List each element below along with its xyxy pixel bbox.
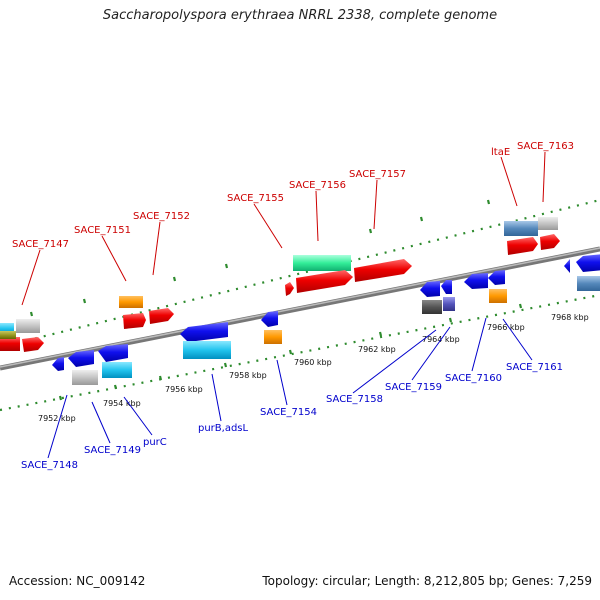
gene-block bbox=[293, 255, 351, 271]
gene-arrow bbox=[441, 280, 452, 294]
gene-label: SACE_7152 bbox=[133, 211, 190, 222]
gene-arrow bbox=[22, 337, 44, 352]
gene-arrow bbox=[149, 308, 174, 324]
gene-arrow bbox=[354, 259, 412, 282]
gene-block bbox=[443, 297, 455, 311]
inner-major-ticks bbox=[58, 303, 523, 401]
gene-label: SACE_7156 bbox=[289, 180, 346, 191]
outer-tick-track bbox=[0, 198, 600, 349]
forward-genes bbox=[0, 217, 560, 352]
tick-label: 7956 kbp bbox=[165, 385, 203, 394]
gene-label: SACE_7158 bbox=[326, 394, 383, 405]
outer-major-ticks bbox=[29, 199, 491, 317]
tick-label: 7968 kbp bbox=[551, 313, 589, 322]
gene-label: SACE_7157 bbox=[349, 169, 406, 180]
gene-label: SACE_7155 bbox=[227, 193, 284, 204]
gene-label: SACE_7154 bbox=[260, 407, 317, 418]
gene-arrow bbox=[285, 282, 294, 296]
gene-arrow bbox=[180, 322, 228, 342]
gene-label: SACE_7151 bbox=[74, 225, 131, 236]
reverse-gene-labels: SACE_7148 SACE_7149 purC purB,adsL SACE_… bbox=[21, 362, 563, 471]
gene-arrow bbox=[488, 270, 505, 285]
gene-label: SACE_7147 bbox=[12, 239, 69, 250]
gene-arrow bbox=[464, 273, 488, 289]
gene-block bbox=[489, 289, 507, 303]
map-title: Saccharopolyspora erythraea NRRL 2338, c… bbox=[102, 8, 498, 23]
gene-arrow bbox=[576, 254, 600, 272]
gene-label: SACE_7163 bbox=[517, 141, 574, 152]
tick-label: 7960 kbp bbox=[294, 358, 332, 367]
tick-label: 7962 kbp bbox=[358, 345, 396, 354]
tick-label: 7966 kbp bbox=[487, 323, 525, 332]
gene-block bbox=[0, 323, 14, 334]
genome-backbone bbox=[0, 246, 600, 371]
reverse-leaders bbox=[47, 317, 533, 459]
gene-arrow bbox=[98, 344, 128, 362]
reverse-genes bbox=[52, 254, 600, 385]
gene-block bbox=[538, 217, 558, 230]
gene-block bbox=[102, 362, 132, 378]
gene-block bbox=[72, 370, 98, 385]
gene-label: SACE_7160 bbox=[445, 373, 502, 384]
gene-arrow bbox=[540, 234, 560, 250]
gene-label: purB,adsL bbox=[198, 423, 249, 434]
gene-arrow bbox=[68, 350, 94, 367]
gene-block bbox=[0, 337, 20, 351]
gene-arrow bbox=[420, 281, 440, 297]
gene-block bbox=[577, 276, 600, 291]
gene-block bbox=[264, 330, 282, 344]
gene-label: SACE_7161 bbox=[506, 362, 563, 373]
tick-label: 7952 kbp bbox=[38, 414, 76, 423]
gene-arrow bbox=[507, 237, 538, 255]
gene-block bbox=[504, 221, 538, 236]
accession-text: Accession: NC_009142 bbox=[9, 574, 146, 588]
tick-label: 7958 kbp bbox=[229, 371, 267, 380]
gene-arrow bbox=[123, 313, 146, 329]
forward-gene-labels: SACE_7147 SACE_7151 SACE_7152 SACE_7155 … bbox=[12, 141, 574, 250]
forward-leaders bbox=[21, 151, 546, 306]
gene-arrow bbox=[296, 270, 353, 293]
gene-block bbox=[16, 319, 40, 333]
gene-arrow bbox=[52, 357, 64, 371]
gene-block bbox=[119, 296, 143, 308]
gene-block bbox=[0, 331, 16, 339]
gene-arrow bbox=[564, 259, 570, 273]
gene-block bbox=[422, 300, 442, 314]
gene-block bbox=[183, 341, 231, 359]
genome-summary-text: Topology: circular; Length: 8,212,805 bp… bbox=[262, 574, 592, 588]
tick-label: 7954 kbp bbox=[103, 399, 141, 408]
gene-label: SACE_7148 bbox=[21, 460, 78, 471]
gene-label: SACE_7149 bbox=[84, 445, 141, 456]
gene-label: purC bbox=[143, 437, 167, 448]
gene-label: SACE_7159 bbox=[385, 382, 442, 393]
gene-arrow bbox=[261, 311, 278, 327]
gene-label: ltaE bbox=[491, 147, 510, 158]
